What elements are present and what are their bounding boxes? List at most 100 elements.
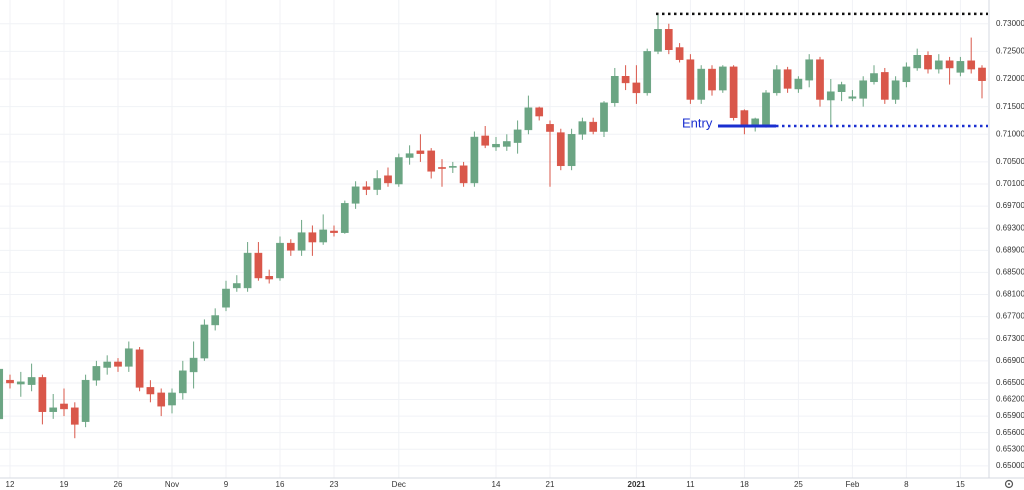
candle-body <box>783 69 792 89</box>
candle-body <box>492 143 500 148</box>
candle-body <box>978 67 986 81</box>
candle-body <box>772 69 781 94</box>
candle-body <box>848 96 857 99</box>
x-tick-label: Nov <box>165 480 179 489</box>
candle-body <box>546 124 554 132</box>
candle-body <box>837 84 846 92</box>
candles <box>0 13 986 439</box>
candle-body <box>589 121 598 132</box>
y-tick-label: 0.65300 <box>996 444 1024 453</box>
y-tick-label: 0.66200 <box>996 395 1024 404</box>
candle-body <box>578 121 587 135</box>
candle-body <box>394 157 403 185</box>
candle-body <box>762 92 770 126</box>
y-tick-label: 0.69700 <box>996 201 1024 210</box>
y-tick-label: 0.65600 <box>996 428 1024 437</box>
candle-body <box>438 167 446 169</box>
candle-body <box>448 166 457 168</box>
y-tick-label: 0.66500 <box>996 378 1024 387</box>
candle-body <box>654 29 662 52</box>
candle-body <box>254 252 263 279</box>
candle-body <box>92 366 101 381</box>
candle-body <box>600 102 608 132</box>
candle-body <box>351 186 360 204</box>
candle-body <box>157 392 166 407</box>
x-tick-label: 16 <box>276 480 285 489</box>
x-tick-label: 25 <box>794 480 803 489</box>
y-tick-label: 0.70500 <box>996 157 1024 166</box>
candle-body <box>934 60 943 70</box>
candle-body <box>697 68 706 100</box>
candle-body <box>178 370 187 394</box>
overlay: Entry <box>656 12 988 130</box>
candle-body <box>222 288 230 308</box>
candle-body <box>643 51 652 94</box>
candle-body <box>27 377 36 385</box>
candle-body <box>956 61 965 73</box>
candle-body <box>459 165 468 184</box>
candle-body <box>114 361 122 367</box>
candle-body <box>621 76 630 84</box>
candle-body <box>470 136 479 184</box>
candle-body <box>816 59 824 100</box>
candle-body <box>49 407 58 412</box>
candle-body <box>168 392 176 406</box>
x-tick-label: 18 <box>740 480 749 489</box>
candle-body <box>632 82 641 94</box>
candle-body <box>16 381 25 385</box>
candle-body <box>276 242 284 279</box>
candle-body <box>880 72 889 100</box>
x-tick-label: 2021 <box>628 480 646 489</box>
candle-body <box>362 186 371 190</box>
x-tick-label: 23 <box>330 480 339 489</box>
candle-body <box>481 135 490 146</box>
candle-body <box>740 110 749 127</box>
x-tick-label: 12 <box>6 480 15 489</box>
candle-body <box>6 379 14 384</box>
candle-body <box>124 348 133 367</box>
x-tick-label: 26 <box>114 480 123 489</box>
x-tick-label: Feb <box>846 480 860 489</box>
candle-body <box>826 91 835 101</box>
y-tick-label: 0.65000 <box>996 461 1024 470</box>
candle-body <box>60 403 68 410</box>
candle-body <box>265 276 274 280</box>
candle-body <box>567 134 576 167</box>
candle-body <box>535 107 544 117</box>
candle-body <box>135 349 144 388</box>
candle-body <box>373 178 382 190</box>
candle-body <box>0 368 4 420</box>
candle-body <box>913 55 922 69</box>
y-tick-label: 0.65900 <box>996 411 1024 420</box>
candle-body <box>794 78 803 90</box>
candle-body <box>805 59 814 81</box>
candle-body <box>967 60 976 70</box>
candle-body <box>718 66 727 91</box>
x-tick-label: 15 <box>956 480 965 489</box>
y-tick-label: 0.73000 <box>996 19 1024 28</box>
y-tick-label: 0.67700 <box>996 312 1024 321</box>
candle-body <box>556 132 565 167</box>
candle-body <box>70 407 79 425</box>
candle-body <box>189 357 198 373</box>
candle-body <box>286 242 295 251</box>
y-tick-label: 0.71500 <box>996 102 1024 111</box>
candle-body <box>664 29 673 50</box>
candle-body <box>38 377 47 412</box>
candle-body <box>146 387 155 395</box>
entry-label: Entry <box>682 115 713 130</box>
candle-body <box>427 150 436 172</box>
y-tick-label: 0.72500 <box>996 47 1024 56</box>
candle-body <box>524 107 533 131</box>
y-tick-label: 0.69300 <box>996 223 1024 232</box>
candle-body <box>297 232 306 251</box>
candle-body <box>416 150 425 154</box>
settings-icon[interactable] <box>1004 479 1014 489</box>
y-tick-label: 0.70100 <box>996 179 1024 188</box>
candle-body <box>708 68 716 91</box>
candle-body <box>870 73 878 83</box>
y-tick-label: 0.72000 <box>996 74 1024 83</box>
x-tick-label: 21 <box>546 480 555 489</box>
